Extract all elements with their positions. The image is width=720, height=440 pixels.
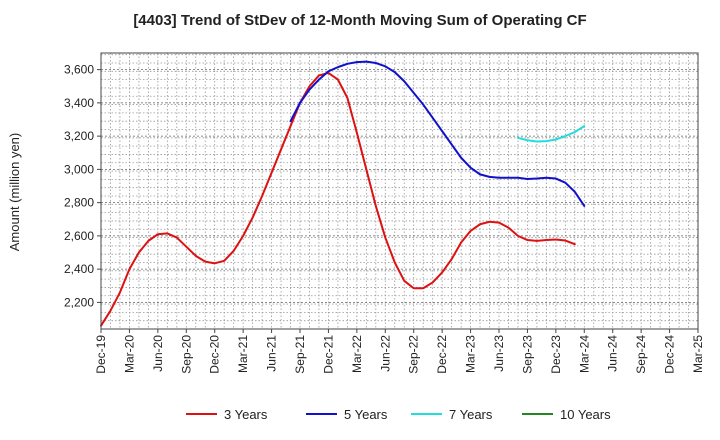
plot-area (100, 52, 699, 330)
x-tick-label: Dec-21 (321, 335, 335, 374)
x-tick-label: Sep-21 (293, 335, 307, 374)
legend-item-5-years: 5 Years (306, 407, 388, 422)
x-tick-label: Mar-22 (350, 335, 364, 373)
y-axis-title: Amount (million yen) (7, 133, 22, 252)
x-tick-label: Dec-22 (435, 335, 449, 374)
x-tick-label: Jun-23 (492, 335, 506, 372)
x-tick-label: Mar-24 (577, 335, 591, 373)
x-tick-label: Jun-20 (151, 335, 165, 372)
y-tick-label: 2,400 (64, 262, 94, 276)
x-tick-label: Jun-21 (265, 335, 279, 372)
y-tick-label: 3,200 (64, 129, 94, 143)
y-tick-label: 2,800 (64, 196, 94, 210)
y-tick-label: 3,600 (64, 63, 94, 77)
legend-item-3-years: 3 Years (186, 407, 268, 422)
legend-item-7-years: 7 Years (411, 407, 493, 422)
legend-item-10-years: 10 Years (522, 407, 611, 422)
x-tick-label: Dec-24 (663, 335, 677, 374)
x-tick-label: Sep-20 (179, 335, 193, 374)
x-tick-label: Dec-23 (549, 335, 563, 374)
x-tick-label: Jun-24 (606, 335, 620, 372)
x-tick-label: Sep-22 (407, 335, 421, 374)
legend-label: 5 Years (344, 407, 388, 422)
x-tick-label: Dec-20 (208, 335, 222, 374)
legend-label: 10 Years (560, 407, 611, 422)
x-tick-label: Mar-25 (691, 335, 705, 373)
y-tick-label: 3,000 (64, 162, 94, 176)
y-tick-label: 2,600 (64, 229, 94, 243)
x-tick-label: Dec-19 (94, 335, 108, 374)
x-tick-label: Mar-20 (122, 335, 136, 373)
x-tick-label: Sep-24 (634, 335, 648, 374)
x-tick-label: Mar-23 (464, 335, 478, 373)
x-tick-label: Jun-22 (378, 335, 392, 372)
y-tick-label: 2,200 (64, 295, 94, 309)
x-tick-label: Sep-23 (520, 335, 534, 374)
chart-title: [4403] Trend of StDev of 12-Month Moving… (133, 12, 587, 29)
y-tick-label: 3,400 (64, 96, 94, 110)
series-line-5-years (289, 60, 586, 207)
series-line-7-years (516, 125, 586, 143)
legend-label: 3 Years (224, 407, 268, 422)
series-line-3-years (100, 71, 576, 327)
legend-label: 7 Years (449, 407, 493, 422)
x-tick-label: Mar-21 (236, 335, 250, 373)
